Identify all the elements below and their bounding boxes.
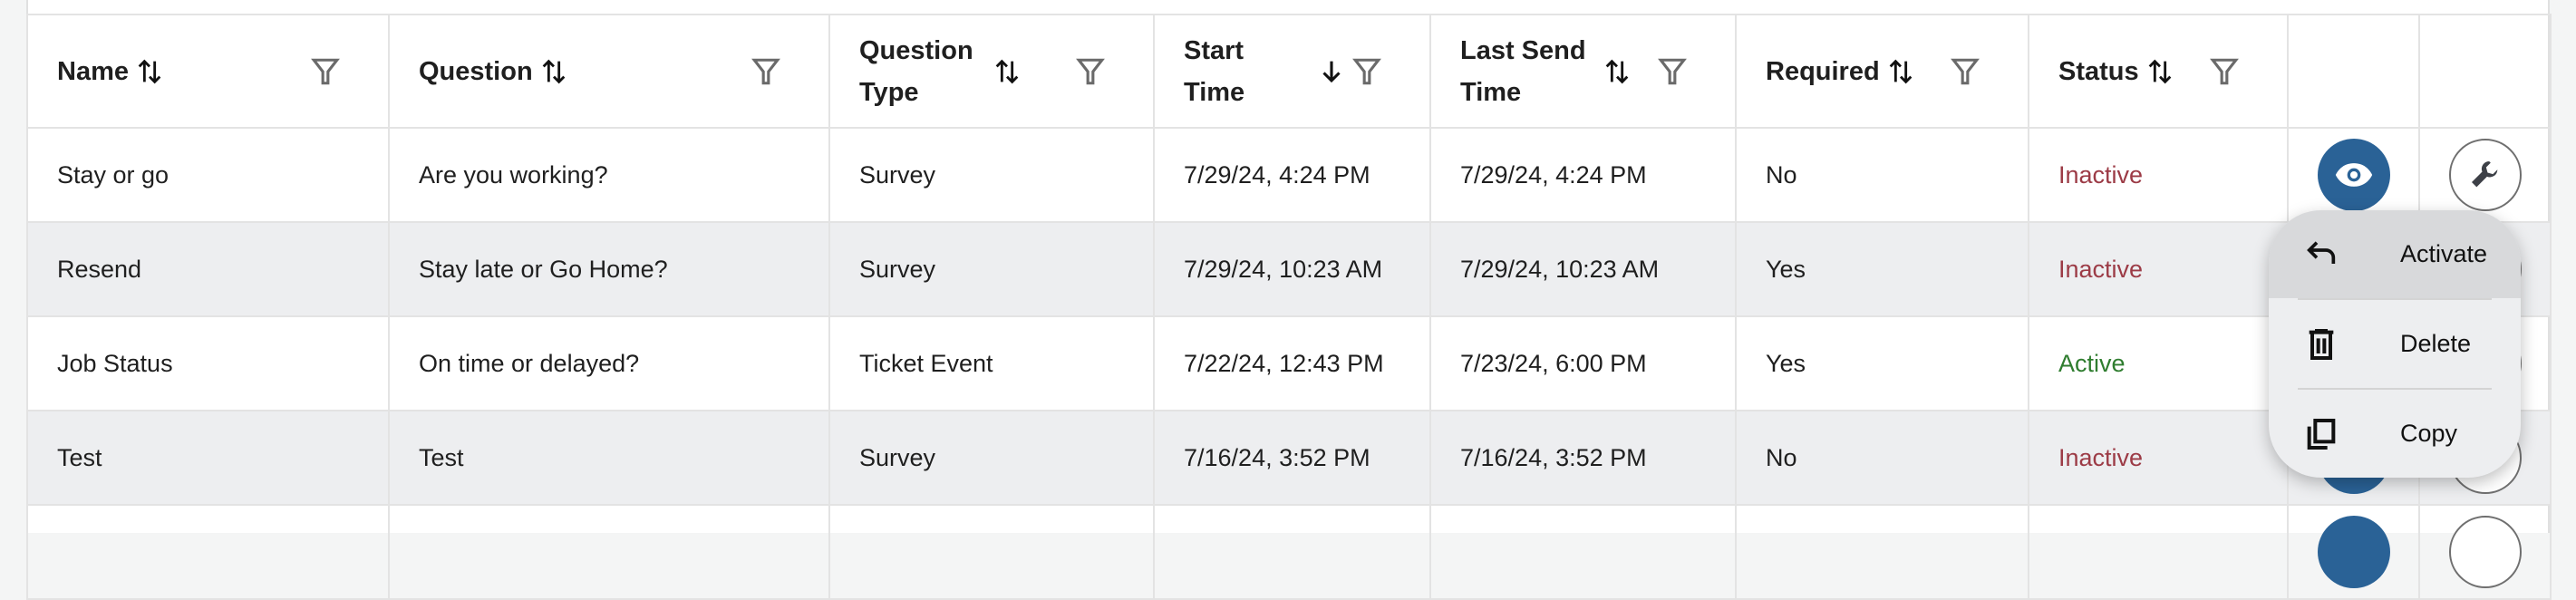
eye-icon xyxy=(2335,163,2372,187)
column-header-view xyxy=(2287,14,2420,129)
table-row[interactable] xyxy=(26,504,2552,600)
divider xyxy=(2298,388,2492,390)
cell-required: No xyxy=(1735,127,2029,223)
column-label: Required xyxy=(1766,56,1880,86)
cell-start: 7/16/24, 3:52 PM xyxy=(1153,410,1431,506)
view-button[interactable] xyxy=(2317,139,2390,211)
column-header[interactable]: Status xyxy=(2028,14,2289,129)
cell-status: Inactive xyxy=(2028,410,2289,506)
divider xyxy=(2298,298,2492,300)
cell-last: 7/29/24, 4:24 PM xyxy=(1429,127,1737,223)
column-header[interactable]: Last Send Time xyxy=(1429,14,1737,129)
cell-question: On time or delayed? xyxy=(388,315,830,411)
cell-status: Inactive xyxy=(2028,127,2289,223)
menu-item-label: Activate xyxy=(2400,240,2488,267)
undo-arrow-icon xyxy=(2307,240,2336,264)
table-row[interactable]: Job Status On time or delayed? Ticket Even… xyxy=(26,315,2552,411)
table-row[interactable]: Stay or go Are you working? Survey 7/29/24,… xyxy=(26,127,2552,223)
sort-icon[interactable] xyxy=(1885,53,1916,90)
wrench-icon xyxy=(2471,161,2497,188)
sort-icon[interactable] xyxy=(134,53,165,90)
cell-type: Survey xyxy=(828,127,1155,223)
view-button[interactable] xyxy=(2317,516,2390,588)
column-header[interactable]: Name xyxy=(26,14,390,129)
cell-required: Yes xyxy=(1735,315,2029,411)
column-header[interactable]: Question xyxy=(388,14,830,129)
column-label: Status xyxy=(2058,56,2139,86)
cell-name: Job Status xyxy=(26,315,390,411)
column-label: Name xyxy=(57,56,129,86)
trash-icon xyxy=(2309,328,2334,360)
filter-icon[interactable] xyxy=(751,55,781,88)
cell-start: 7/22/24, 12:43 PM xyxy=(1153,315,1431,411)
column-label: Last Send Time xyxy=(1460,35,1586,107)
cell-status: Active xyxy=(2028,315,2289,411)
cell-status: Inactive xyxy=(2028,221,2289,317)
cell-name: Resend xyxy=(26,221,390,317)
menu-item-activate[interactable]: Activate xyxy=(2269,210,2521,298)
sort-descending-icon[interactable] xyxy=(1316,53,1347,90)
copy-icon xyxy=(2307,418,2336,450)
menu-item-label: Copy xyxy=(2400,420,2458,447)
cell-type: Survey xyxy=(828,410,1155,506)
filter-icon[interactable] xyxy=(1075,55,1106,88)
filter-icon[interactable] xyxy=(2209,55,2240,88)
questions-table: Name Question Question Type Start Time Last … xyxy=(26,14,2552,600)
cell-start: 7/29/24, 10:23 AM xyxy=(1153,221,1431,317)
cell-last: 7/29/24, 10:23 AM xyxy=(1429,221,1737,317)
table-row[interactable]: Resend Stay late or Go Home? Survey 7/29/24… xyxy=(26,221,2552,317)
column-header[interactable]: Start Time xyxy=(1153,14,1431,129)
menu-item-delete[interactable]: Delete xyxy=(2269,300,2521,388)
sort-icon[interactable] xyxy=(1602,53,1632,90)
sort-icon[interactable] xyxy=(2145,53,2175,90)
cell-name: Stay or go xyxy=(26,127,390,223)
column-header[interactable]: Required xyxy=(1735,14,2029,129)
cell-last: 7/16/24, 3:52 PM xyxy=(1429,410,1737,506)
cell-required: Yes xyxy=(1735,221,2029,317)
column-label: Question xyxy=(419,56,533,86)
sort-icon[interactable] xyxy=(538,53,569,90)
column-label: Start Time xyxy=(1184,35,1245,107)
cell-type: Ticket Event xyxy=(828,315,1155,411)
actions-button[interactable] xyxy=(2448,139,2522,211)
column-header[interactable]: Question Type xyxy=(828,14,1155,129)
column-label: Question Type xyxy=(859,35,973,107)
cell-start: 7/29/24, 4:24 PM xyxy=(1153,127,1431,223)
filter-icon[interactable] xyxy=(1351,55,1382,88)
menu-item-label: Delete xyxy=(2400,330,2472,357)
cell-required: No xyxy=(1735,410,2029,506)
actions-button[interactable] xyxy=(2448,516,2522,588)
sort-icon[interactable] xyxy=(992,53,1022,90)
cell-type: Survey xyxy=(828,221,1155,317)
cell-name: Test xyxy=(26,410,390,506)
column-header-actions xyxy=(2418,14,2552,129)
cell-last: 7/23/24, 6:00 PM xyxy=(1429,315,1737,411)
cell-question: Test xyxy=(388,410,830,506)
menu-item-copy[interactable]: Copy xyxy=(2269,390,2521,478)
row-actions-menu: Activate Delete Copy xyxy=(2269,210,2521,478)
filter-icon[interactable] xyxy=(310,55,341,88)
cell-question: Are you working? xyxy=(388,127,830,223)
table-row[interactable]: Test Test Survey 7/16/24, 3:52 PM 7/16/24, 3… xyxy=(26,410,2552,506)
filter-icon[interactable] xyxy=(1657,55,1688,88)
cell-question: Stay late or Go Home? xyxy=(388,221,830,317)
filter-icon[interactable] xyxy=(1950,55,1980,88)
